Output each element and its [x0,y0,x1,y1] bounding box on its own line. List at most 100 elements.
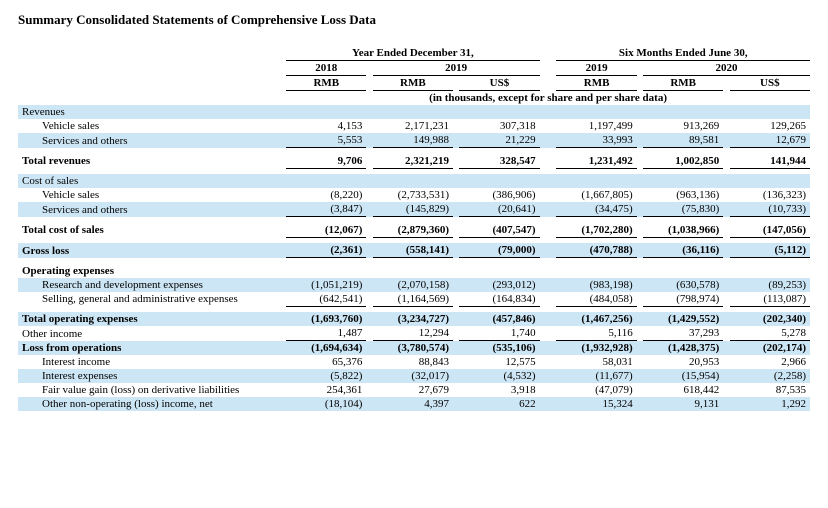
row-total-opex: Total operating expenses (1,693,760) (3,… [18,312,810,326]
cell: 307,318 [459,119,539,133]
cell: (407,547) [459,223,539,238]
unit-usd: US$ [730,76,810,91]
label-cost-of-sales: Cost of sales [18,174,286,188]
cell: 15,324 [556,397,636,411]
cell: (202,340) [730,312,810,326]
row-services-other: Services and others 5,553 149,988 21,229… [18,133,810,148]
label-loss-ops: Loss from operations [18,341,286,356]
financial-table: Year Ended December 31, Six Months Ended… [18,46,810,411]
cell: (2,733,531) [373,188,453,202]
cell: (1,932,928) [556,341,636,356]
cell: 65,376 [286,355,366,369]
row-sga: Selling, general and administrative expe… [18,292,810,307]
cell: (535,106) [459,341,539,356]
cell: 328,547 [459,154,539,169]
label-total-revenues: Total revenues [18,154,286,169]
cell: 9,131 [643,397,723,411]
cell: 622 [459,397,539,411]
cell: (1,667,805) [556,188,636,202]
page-title: Summary Consolidated Statements of Compr… [18,12,810,28]
cell: 20,953 [643,355,723,369]
row-other-nonop: Other non-operating (loss) income, net (… [18,397,810,411]
cell: (963,136) [643,188,723,202]
cell: (47,079) [556,383,636,397]
cell: 3,918 [459,383,539,397]
cell: (2,879,360) [373,223,453,238]
label-gross-loss: Gross loss [18,243,286,258]
cell: (12,067) [286,223,366,238]
cell: (8,220) [286,188,366,202]
cell: (293,012) [459,278,539,292]
cell: (20,641) [459,202,539,217]
cell: (798,974) [643,292,723,307]
subcaption: (in thousands, except for share and per … [286,91,810,106]
cell: (75,830) [643,202,723,217]
cell: (1,702,280) [556,223,636,238]
cell: (457,846) [459,312,539,326]
cell: (5,112) [730,243,810,258]
cell: (145,829) [373,202,453,217]
year-header-row: 2018 2019 2019 2020 [18,61,810,76]
cell: (1,429,552) [643,312,723,326]
cell: 254,361 [286,383,366,397]
cell: (558,141) [373,243,453,258]
cell: 5,278 [730,326,810,341]
cell: 9,706 [286,154,366,169]
cell: 87,535 [730,383,810,397]
cell: 37,293 [643,326,723,341]
cell: 2,321,219 [373,154,453,169]
cell: 88,843 [373,355,453,369]
row-gross-loss: Gross loss (2,361) (558,141) (79,000) (4… [18,243,810,258]
cell: (136,323) [730,188,810,202]
unit-header-row: RMB RMB US$ RMB RMB US$ [18,76,810,91]
row-rnd: Research and development expenses (1,051… [18,278,810,292]
cell: 2,966 [730,355,810,369]
label-int-income: Interest income [18,355,286,369]
subcaption-row: (in thousands, except for share and per … [18,91,810,106]
cell: (113,087) [730,292,810,307]
row-fv-gain: Fair value gain (loss) on derivative lia… [18,383,810,397]
cell: 33,993 [556,133,636,148]
col-2018: 2018 [286,61,366,76]
cell: (79,000) [459,243,539,258]
cell: 21,229 [459,133,539,148]
label-total-cost: Total cost of sales [18,223,286,238]
cell: 1,487 [286,326,366,341]
row-total-revenues: Total revenues 9,706 2,321,219 328,547 1… [18,154,810,169]
unit-rmb: RMB [643,76,723,91]
cell: (2,070,158) [373,278,453,292]
row-vehicle-sales: Vehicle sales 4,153 2,171,231 307,318 1,… [18,119,810,133]
col-2019-ye: 2019 [373,61,540,76]
period-header-row: Year Ended December 31, Six Months Ended… [18,46,810,61]
period-year-ended: Year Ended December 31, [286,46,539,61]
cell: (34,475) [556,202,636,217]
cell: 913,269 [643,119,723,133]
cell: (32,017) [373,369,453,383]
cell: (10,733) [730,202,810,217]
cell: (15,954) [643,369,723,383]
cell: (11,677) [556,369,636,383]
cell: 1,740 [459,326,539,341]
label-other-nonop: Other non-operating (loss) income, net [18,397,286,411]
cell: (983,198) [556,278,636,292]
row-cos-vehicle: Vehicle sales (8,220) (2,733,531) (386,9… [18,188,810,202]
cell: (386,906) [459,188,539,202]
cell: (202,174) [730,341,810,356]
label-other-income: Other income [18,326,286,341]
cell: 5,116 [556,326,636,341]
cell: 149,988 [373,133,453,148]
revenues-header: Revenues [18,105,810,119]
cell: 2,171,231 [373,119,453,133]
cell: 141,944 [730,154,810,169]
cell: 4,153 [286,119,366,133]
row-cos-services: Services and others (3,847) (145,829) (2… [18,202,810,217]
unit-rmb: RMB [556,76,636,91]
cell: (470,788) [556,243,636,258]
row-loss-ops: Loss from operations (1,694,634) (3,780,… [18,341,810,356]
cell: (4,532) [459,369,539,383]
label-sga: Selling, general and administrative expe… [18,292,286,307]
cell: (18,104) [286,397,366,411]
label-revenues: Revenues [18,105,286,119]
cell: 5,553 [286,133,366,148]
cell: (3,847) [286,202,366,217]
